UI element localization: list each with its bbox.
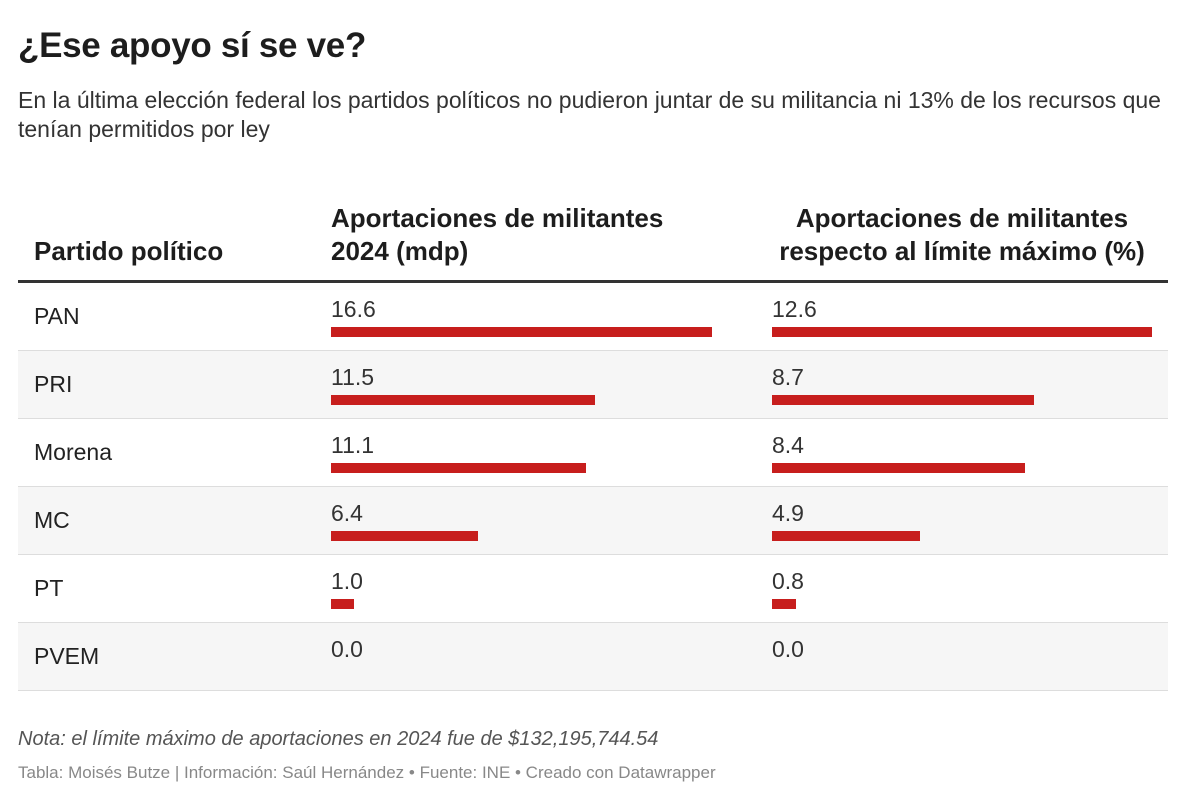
mdp-bar [331, 327, 712, 337]
party-name: PAN [34, 303, 80, 329]
header-mdp-line1: Aportaciones de militantes [331, 203, 664, 233]
note: Nota: el límite máximo de aportaciones e… [18, 728, 659, 750]
pct-bar [772, 599, 797, 609]
page-title: ¿Ese apoyo sí se ve? [18, 26, 367, 65]
pct-value: 8.7 [772, 364, 804, 390]
mdp-value: 11.5 [331, 364, 375, 390]
credit: Tabla: Moisés Butze | Información: Saúl … [18, 763, 716, 782]
header-mdp-line2: 2024 (mdp) [331, 236, 469, 266]
pct-value: 8.4 [772, 432, 804, 458]
table-row: PAN 16.6 12.6 [18, 283, 1168, 351]
party-name: MC [34, 507, 70, 533]
pct-value: 0.8 [772, 568, 804, 594]
mdp-value: 0.0 [331, 636, 363, 662]
party-name: PRI [34, 371, 73, 397]
pct-value: 12.6 [772, 296, 817, 322]
pct-bar [772, 395, 1035, 405]
table-row: PVEM 0.0 0.0 [18, 623, 1168, 691]
table-row: PT 1.0 0.8 [18, 555, 1168, 623]
party-name: PVEM [34, 643, 100, 669]
header-pct-line2: respecto al límite máximo (%) [779, 236, 1145, 266]
table-row: Morena 11.1 8.4 [18, 419, 1168, 487]
header-pct[interactable]: Aportaciones de militantes respecto al lí… [772, 202, 1152, 268]
mdp-bar [331, 395, 595, 405]
pct-bar [772, 327, 1152, 337]
party-name: Morena [34, 439, 112, 465]
party-name: PT [34, 575, 64, 601]
mdp-bar [331, 599, 354, 609]
pct-value: 0.0 [772, 636, 804, 662]
mdp-value: 16.6 [331, 296, 376, 322]
pct-bar [772, 463, 1026, 473]
table-row: PRI 11.5 8.7 [18, 351, 1168, 419]
table-row: MC 6.4 4.9 [18, 487, 1168, 555]
mdp-value: 11.1 [331, 432, 375, 458]
header-mdp[interactable]: Aportaciones de militantes 2024 (mdp) [331, 202, 663, 268]
mdp-value: 1.0 [331, 568, 363, 594]
subtitle: En la última elección federal los partid… [18, 87, 1161, 142]
pct-value: 4.9 [772, 500, 804, 526]
mdp-bar [331, 531, 478, 541]
mdp-bar [331, 463, 586, 473]
header-party[interactable]: Partido político [34, 236, 224, 266]
pct-bar [772, 531, 920, 541]
mdp-value: 6.4 [331, 500, 363, 526]
header-pct-line1: Aportaciones de militantes [795, 203, 1129, 233]
data-table: Partido político Aportaciones de militan… [18, 190, 1168, 691]
table-header: Partido político Aportaciones de militan… [18, 190, 1168, 283]
